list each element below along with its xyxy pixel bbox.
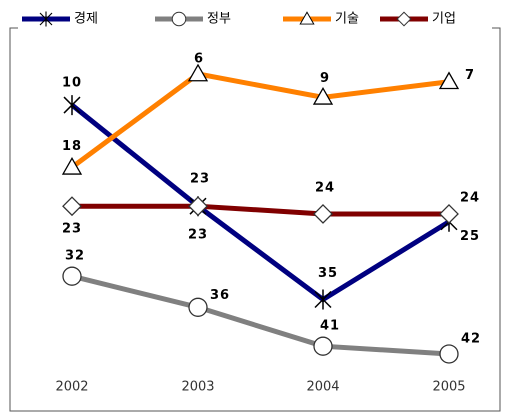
point-marker — [188, 297, 208, 317]
data-label: 9 — [320, 71, 330, 86]
legend-label: 기업 — [432, 12, 456, 27]
point-marker — [62, 196, 82, 217]
legend-marker — [39, 11, 53, 27]
x-tick-label: 2003 — [181, 380, 214, 395]
legend-marker — [171, 11, 187, 27]
series-line — [71, 273, 450, 357]
legend-marker — [299, 11, 315, 25]
x-tick-label: 2004 — [306, 380, 339, 395]
data-label: 36 — [210, 288, 230, 303]
x-tick-label: 2005 — [432, 380, 465, 395]
legend-background — [18, 8, 492, 30]
point-marker — [313, 336, 333, 356]
plot-frame — [9, 27, 501, 412]
legend-label: 경제 — [74, 12, 98, 27]
point-marker — [313, 204, 333, 224]
point-marker — [62, 266, 82, 286]
data-label: 32 — [65, 249, 85, 264]
legend-label: 기술 — [335, 12, 359, 27]
x-tick-label: 2002 — [55, 380, 88, 395]
series-line — [70, 71, 450, 170]
point-marker — [187, 63, 209, 82]
data-label: 41 — [320, 319, 340, 334]
data-label: 23 — [190, 172, 210, 187]
legend-marker — [396, 11, 412, 27]
point-marker — [314, 289, 332, 310]
point-marker — [188, 196, 208, 217]
point-marker — [439, 204, 459, 224]
series-line — [70, 103, 451, 303]
data-label: 18 — [62, 139, 82, 154]
point-marker — [439, 344, 459, 364]
data-label: 23 — [188, 228, 208, 243]
point-marker — [438, 71, 460, 90]
point-marker — [61, 156, 83, 175]
data-label: 7 — [465, 68, 475, 83]
data-label: 6 — [194, 51, 204, 66]
data-label: 24 — [315, 180, 335, 195]
point-marker — [63, 95, 81, 116]
series-line — [72, 203, 449, 217]
data-label: 35 — [318, 266, 338, 281]
data-label: 25 — [460, 229, 480, 244]
point-marker — [312, 86, 334, 105]
data-label: 42 — [461, 331, 481, 346]
data-label: 24 — [460, 190, 480, 205]
data-label: 23 — [62, 222, 82, 237]
data-label: 10 — [62, 76, 82, 91]
legend-label: 정부 — [207, 12, 231, 27]
